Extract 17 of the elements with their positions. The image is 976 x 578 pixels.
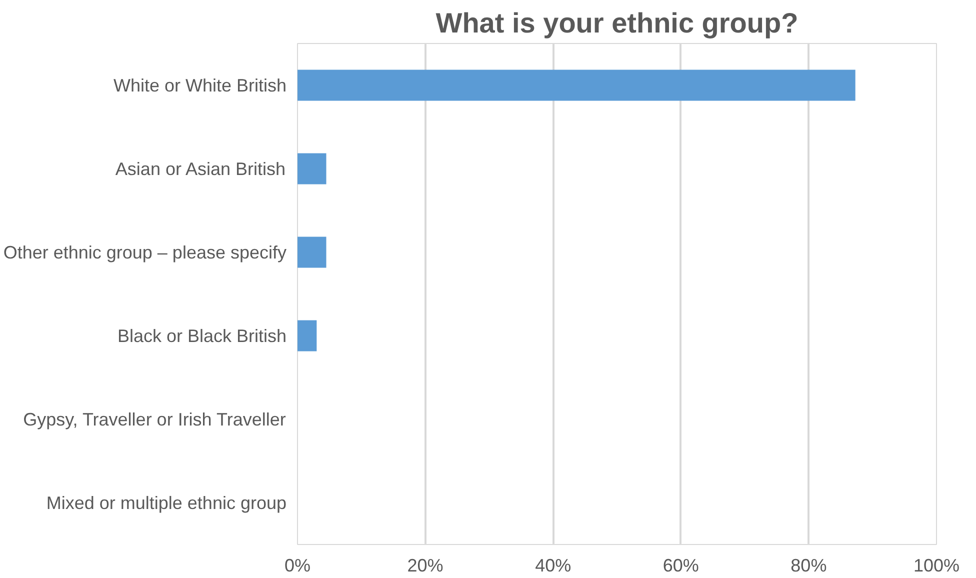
x-tick-label: 20% bbox=[407, 556, 444, 576]
y-tick-label: White or White British bbox=[113, 75, 287, 96]
bar bbox=[298, 236, 326, 268]
bar bbox=[298, 153, 326, 184]
y-tick-label: Black or Black British bbox=[117, 326, 287, 346]
x-tick-label: 0% bbox=[284, 556, 311, 576]
x-tick-label: 60% bbox=[662, 556, 699, 576]
bar bbox=[298, 70, 856, 101]
y-tick-label: Other ethnic group – please specify bbox=[3, 242, 287, 262]
y-tick-label: Gypsy, Traveller or Irish Traveller bbox=[23, 409, 286, 430]
x-tick-label: 80% bbox=[790, 556, 827, 576]
x-tick-label: 100% bbox=[913, 556, 960, 576]
y-tick-label: Asian or Asian British bbox=[115, 158, 286, 179]
x-tick-label: 40% bbox=[535, 556, 572, 576]
bar bbox=[298, 320, 317, 352]
y-tick-label: Mixed or multiple ethnic group bbox=[46, 492, 287, 513]
chart-title: What is your ethnic group? bbox=[436, 8, 798, 38]
